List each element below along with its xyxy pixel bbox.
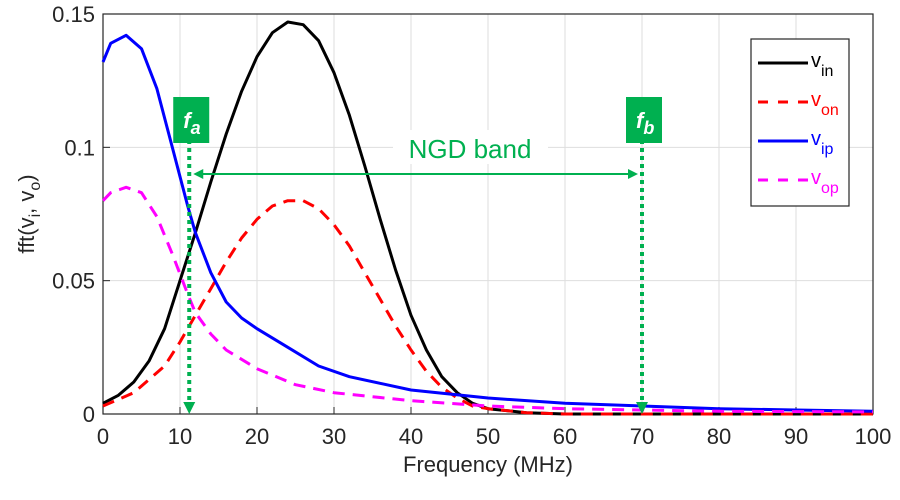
- x-tick-label: 50: [476, 424, 500, 449]
- x-tick-label: 70: [630, 424, 654, 449]
- marker-label-fb: fb: [636, 108, 654, 138]
- ngd-arrow-left-head: [193, 169, 204, 179]
- y-axis-label: fft(vi, vo): [14, 174, 44, 253]
- y-axis-label-part: o: [27, 182, 44, 191]
- marker-letter: f: [636, 108, 646, 133]
- marker-box-fa: [173, 97, 210, 143]
- x-axis-label: Frequency (MHz): [403, 452, 573, 477]
- plot-frame: [102, 13, 874, 415]
- series-line-vip: [101, 33, 874, 413]
- y-axis-label-part: fft(v: [14, 217, 39, 253]
- ngd-arrow-right-head: [628, 169, 638, 179]
- y-tick-label: 0.05: [52, 269, 95, 294]
- x-tick-label: 20: [245, 424, 269, 449]
- marker-letter: f: [183, 108, 193, 133]
- marker-arrowhead-fa: [183, 402, 196, 414]
- legend-entry-vop: vop: [811, 167, 839, 197]
- series-line-vop: [101, 185, 874, 414]
- ngd-label-bg: [393, 130, 548, 164]
- marker-box-fb: [626, 97, 662, 143]
- marker-sub: a: [191, 118, 201, 138]
- legend-entry-von: von: [811, 89, 839, 119]
- x-tick-label: 60: [553, 424, 577, 449]
- x-tick-label: 0: [97, 424, 109, 449]
- legend-box: [750, 38, 850, 207]
- marker-arrowhead-fb: [636, 402, 648, 414]
- y-tick-label: 0.15: [52, 2, 95, 27]
- legend-name: v: [811, 128, 821, 150]
- legend-sub: op: [821, 180, 839, 197]
- x-tick-label: 90: [784, 424, 808, 449]
- legend-name: v: [811, 89, 821, 111]
- legend-sub: in: [821, 63, 833, 80]
- x-tick-label: 30: [322, 424, 346, 449]
- x-tick-label: 10: [168, 424, 192, 449]
- y-axis-label-part: i: [27, 214, 44, 218]
- legend-entry-vip: vip: [811, 128, 834, 158]
- y-axis-label-part: , v: [14, 191, 39, 214]
- series-line-von: [102, 199, 873, 416]
- marker-sub: b: [643, 118, 654, 138]
- y-axis-label-part: ): [14, 174, 39, 181]
- y-tick-label: 0.1: [64, 135, 95, 160]
- x-tick-label: 100: [855, 424, 892, 449]
- legend-name: v: [811, 50, 821, 72]
- x-tick-label: 40: [399, 424, 423, 449]
- legend-sub: on: [821, 102, 839, 119]
- legend-entry-vin: vin: [811, 50, 833, 80]
- ngd-band-label: NGD band: [409, 134, 532, 164]
- legend-name: v: [811, 167, 821, 189]
- marker-label-fa: fa: [183, 108, 200, 138]
- legend-sub: ip: [821, 141, 834, 158]
- y-tick-label: 0: [83, 402, 95, 427]
- x-tick-label: 80: [707, 424, 731, 449]
